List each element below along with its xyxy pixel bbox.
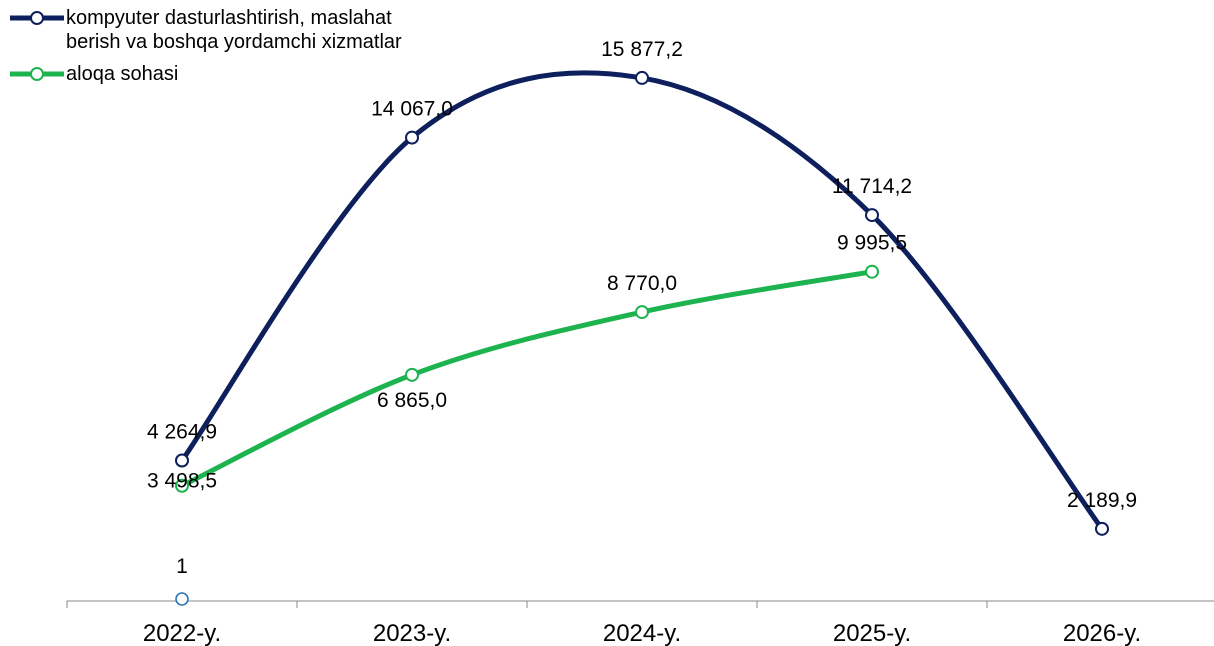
series-line-1 xyxy=(179,269,875,489)
data-point-s0-3 xyxy=(865,208,879,223)
data-label-s1-3: 9 995,5 xyxy=(837,232,907,255)
x-tick-label: 2024-y. xyxy=(603,620,681,646)
data-point-s1-1 xyxy=(405,367,419,382)
extra-data-label: 1 xyxy=(176,555,188,578)
extra-data-point xyxy=(175,592,189,606)
data-label-s1-1: 6 865,0 xyxy=(377,389,447,412)
legend-swatch-kompyuter xyxy=(10,11,64,25)
x-tick-label: 2026-y. xyxy=(1063,620,1141,646)
legend-item-aloqa: aloqa sohasi xyxy=(8,62,406,86)
legend-label-kompyuter: kompyuter dasturlashtirish, maslahat ber… xyxy=(66,7,402,53)
data-label-s1-2: 8 770,0 xyxy=(607,272,677,295)
data-point-s1-0 xyxy=(175,478,189,493)
data-label-s1-0: 3 498,5 xyxy=(147,470,217,493)
legend-label-aloqa: aloqa sohasi xyxy=(66,63,179,85)
data-point-s0-1 xyxy=(405,130,419,145)
legend-swatch-aloqa xyxy=(10,67,64,81)
data-point-s1-2 xyxy=(635,305,649,320)
data-label-s0-3: 11 714,2 xyxy=(832,175,912,198)
data-label-s0-0: 4 264,9 xyxy=(147,420,217,443)
series-line-0 xyxy=(179,70,1105,532)
data-point-s1-3 xyxy=(865,264,879,279)
legend-item-kompyuter: kompyuter dasturlashtirish, maslahat ber… xyxy=(8,6,406,54)
x-tick-label: 2023-y. xyxy=(373,620,451,646)
data-label-s0-1: 14 067,0 xyxy=(371,98,453,121)
data-label-s0-4: 2 189,9 xyxy=(1067,489,1137,512)
data-point-s0-2 xyxy=(635,70,649,85)
data-label-s0-2: 15 877,2 xyxy=(601,38,683,61)
data-point-s0-4 xyxy=(1095,521,1109,536)
chart-legend: kompyuter dasturlashtirish, maslahat ber… xyxy=(8,6,406,86)
x-tick-label: 2025-y. xyxy=(833,620,911,646)
x-tick-label: 2022-y. xyxy=(143,620,221,646)
data-point-s0-0 xyxy=(175,453,189,468)
